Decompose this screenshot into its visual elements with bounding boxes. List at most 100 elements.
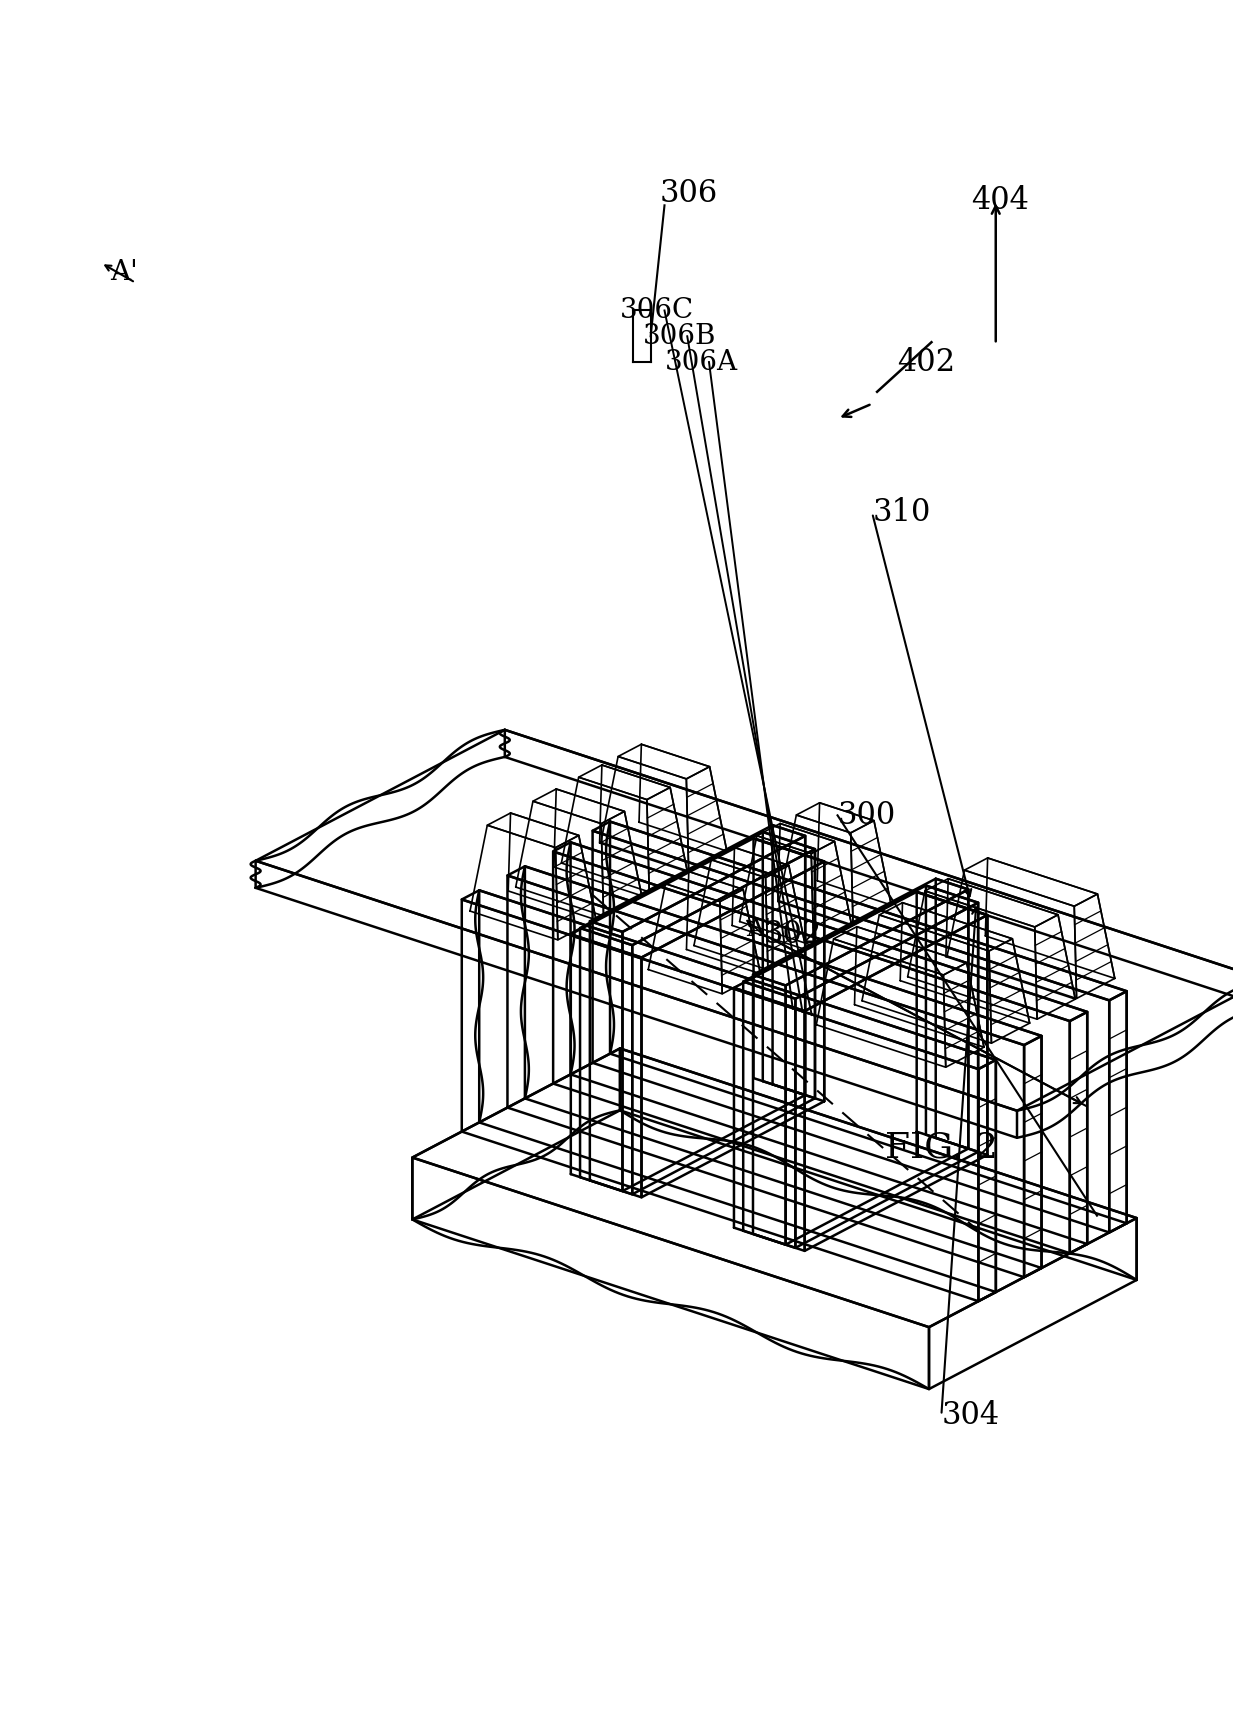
Polygon shape	[965, 859, 1097, 907]
Polygon shape	[666, 871, 743, 902]
Polygon shape	[986, 859, 1115, 979]
Polygon shape	[413, 1157, 929, 1388]
Polygon shape	[600, 764, 687, 872]
Polygon shape	[734, 987, 805, 1251]
Polygon shape	[553, 842, 1087, 1022]
Polygon shape	[756, 823, 835, 854]
Polygon shape	[1070, 1011, 1087, 1253]
Polygon shape	[505, 730, 1240, 1006]
Text: 302: 302	[764, 919, 822, 950]
Polygon shape	[944, 963, 985, 1068]
Text: 310: 310	[872, 497, 930, 528]
Polygon shape	[929, 1219, 1137, 1388]
Polygon shape	[990, 939, 1029, 1044]
Polygon shape	[1074, 895, 1115, 999]
Polygon shape	[805, 915, 987, 1251]
Polygon shape	[753, 975, 786, 1244]
Polygon shape	[796, 802, 874, 833]
Polygon shape	[720, 890, 760, 994]
Polygon shape	[255, 730, 1240, 1111]
Polygon shape	[739, 836, 813, 946]
Polygon shape	[732, 847, 806, 950]
Polygon shape	[925, 879, 1058, 927]
Polygon shape	[590, 824, 805, 932]
Polygon shape	[610, 821, 1127, 1224]
Polygon shape	[743, 886, 978, 999]
Polygon shape	[554, 788, 642, 896]
Text: 306: 306	[660, 178, 718, 209]
Polygon shape	[562, 776, 650, 891]
Polygon shape	[622, 836, 805, 1191]
Polygon shape	[779, 814, 853, 926]
Text: 404: 404	[971, 185, 1029, 216]
Polygon shape	[777, 823, 852, 926]
Polygon shape	[507, 876, 1024, 1277]
Text: A': A'	[110, 259, 138, 286]
Polygon shape	[851, 821, 892, 926]
Polygon shape	[601, 756, 688, 871]
Polygon shape	[649, 884, 722, 994]
Polygon shape	[854, 927, 985, 1047]
Polygon shape	[601, 811, 642, 915]
Polygon shape	[694, 860, 768, 970]
Polygon shape	[734, 891, 987, 1011]
Text: FIG. 2: FIG. 2	[885, 1131, 998, 1164]
Polygon shape	[255, 860, 1017, 1138]
Polygon shape	[570, 838, 825, 958]
Text: 304: 304	[941, 1400, 999, 1431]
Polygon shape	[833, 927, 967, 975]
Polygon shape	[908, 891, 1037, 1020]
Polygon shape	[525, 866, 1042, 1268]
Polygon shape	[639, 744, 727, 852]
Polygon shape	[753, 879, 968, 986]
Polygon shape	[862, 915, 992, 1044]
Polygon shape	[647, 787, 687, 891]
Polygon shape	[461, 900, 978, 1301]
Text: 300: 300	[837, 800, 895, 831]
Polygon shape	[620, 1049, 1137, 1280]
Polygon shape	[687, 871, 760, 974]
Polygon shape	[516, 800, 604, 915]
Polygon shape	[570, 842, 1087, 1244]
Polygon shape	[507, 866, 1042, 1046]
Polygon shape	[580, 831, 815, 944]
Polygon shape	[579, 764, 670, 800]
Polygon shape	[936, 879, 968, 1148]
Polygon shape	[1024, 1035, 1042, 1277]
Polygon shape	[916, 891, 987, 1155]
Polygon shape	[533, 788, 625, 824]
Polygon shape	[743, 982, 795, 1248]
Polygon shape	[590, 920, 622, 1191]
Polygon shape	[553, 852, 1070, 1253]
Polygon shape	[786, 890, 968, 1244]
Polygon shape	[413, 1049, 1137, 1327]
Polygon shape	[556, 835, 596, 939]
Polygon shape	[593, 821, 1127, 1001]
Polygon shape	[470, 824, 558, 939]
Polygon shape	[461, 890, 996, 1070]
Polygon shape	[754, 838, 825, 1102]
Polygon shape	[795, 903, 978, 1248]
Polygon shape	[978, 1059, 996, 1301]
Polygon shape	[773, 824, 805, 1095]
Polygon shape	[947, 871, 1076, 999]
Polygon shape	[479, 890, 996, 1292]
Polygon shape	[879, 903, 1012, 951]
Polygon shape	[765, 866, 806, 970]
Polygon shape	[811, 842, 852, 946]
Polygon shape	[712, 847, 789, 878]
Text: 402: 402	[897, 346, 955, 377]
Polygon shape	[687, 766, 727, 871]
Polygon shape	[641, 862, 825, 1198]
Polygon shape	[1110, 991, 1127, 1232]
Polygon shape	[817, 802, 892, 905]
Text: A': A'	[746, 919, 771, 941]
Polygon shape	[816, 939, 946, 1068]
Polygon shape	[946, 879, 1075, 999]
Polygon shape	[413, 1049, 620, 1219]
Text: 306C: 306C	[620, 297, 694, 324]
Polygon shape	[570, 934, 641, 1198]
Polygon shape	[900, 903, 1029, 1023]
Text: 306A: 306A	[665, 348, 738, 375]
Text: 306B: 306B	[642, 322, 717, 350]
